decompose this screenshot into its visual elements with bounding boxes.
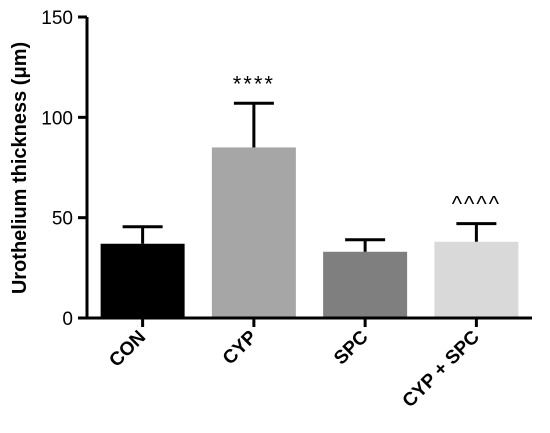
y-tick-label: 50 [52,209,73,230]
bars [100,147,519,318]
x-tick-label: CYP [219,326,262,369]
x-tick-label: SPC [330,326,373,369]
y-tick-label: 150 [41,8,73,29]
y-tick-label: 100 [41,108,73,129]
x-tick-label: CYP + SPC [399,326,484,411]
y-axis-label: Urothelium thickness (μm) [9,42,31,294]
significance-label: **** [233,71,275,96]
significance-label: ^^^^ [452,192,501,217]
y-axis-ticks: 0 50 100 150 [41,8,87,330]
bar [100,243,185,318]
y-tick-label: 0 [62,309,73,330]
x-axis-ticks: CON CYP SPC CYP + SPC [105,318,484,412]
error-bars [122,101,497,252]
significance-annotations: **** ^^^^ [233,71,501,217]
axes [85,17,532,320]
bar [434,241,519,318]
bar [323,251,408,318]
bar [211,147,296,318]
x-tick-label: CON [105,327,150,372]
